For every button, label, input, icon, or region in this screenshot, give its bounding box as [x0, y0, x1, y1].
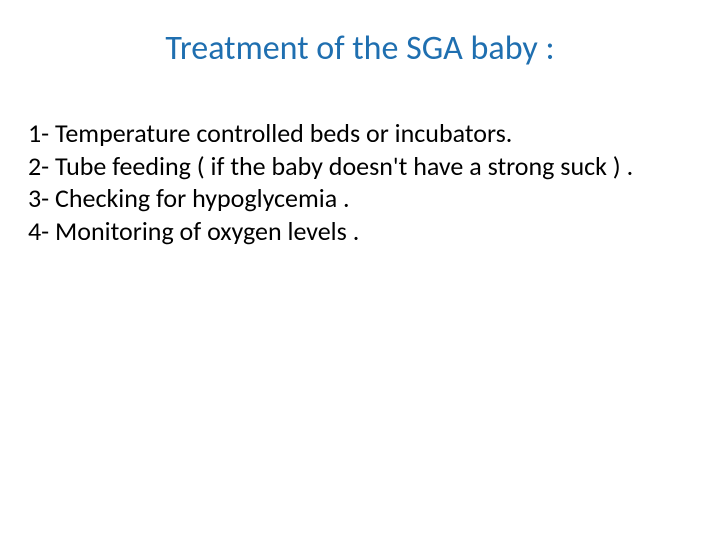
body-line-3: 3- Checking for hypoglycemia .: [28, 182, 692, 215]
body-line-4: 4- Monitoring of oxygen levels .: [28, 215, 692, 248]
body-line-2: 2- Tube feeding ( if the baby doesn't ha…: [28, 150, 692, 183]
body-line-1: 1- Temperature controlled beds or incuba…: [28, 117, 692, 150]
slide-title: Treatment of the SGA baby :: [28, 28, 692, 69]
slide-body: 1- Temperature controlled beds or incuba…: [28, 117, 692, 247]
slide-container: Treatment of the SGA baby : 1- Temperatu…: [0, 0, 720, 540]
